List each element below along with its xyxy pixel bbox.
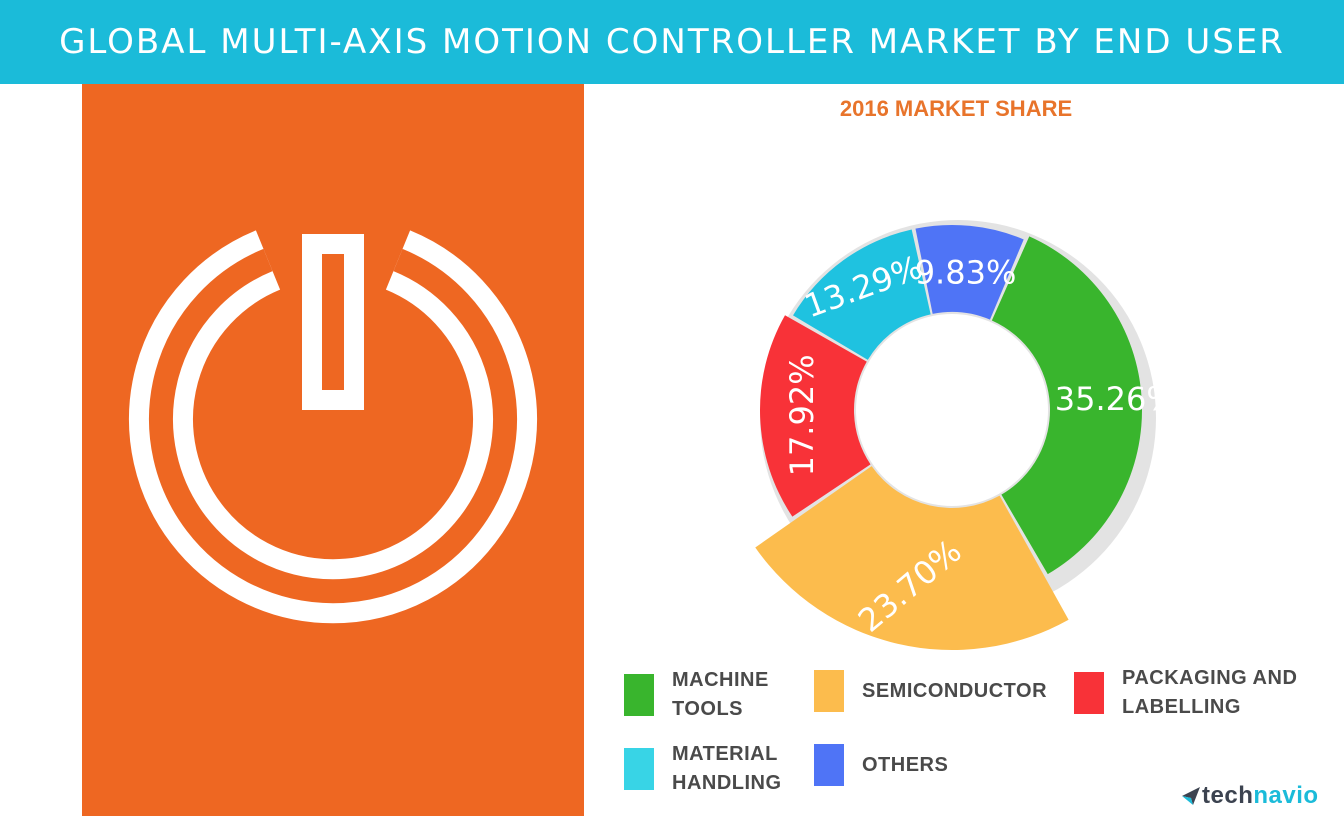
legend-label: PACKAGING AND LABELLING (1122, 667, 1298, 718)
power-icon-ring-inner (149, 248, 517, 604)
legend-swatch (814, 670, 844, 712)
legend-label: OTHERS (862, 753, 949, 776)
slice-packaging-and-labelling (760, 315, 871, 517)
legend-swatch (1074, 672, 1104, 714)
slice-material-handling (793, 229, 931, 360)
brand-text-b: navio (1253, 782, 1319, 809)
brand-text-a: tech (1202, 782, 1254, 809)
legend-label: MACHINE TOOLS (672, 669, 769, 720)
donut-chart: 35.26%23.70%17.92%13.29%9.83% (755, 220, 1177, 651)
legend-swatch (814, 744, 844, 786)
legend-item-semiconductor: SEMICONDUCTOR (814, 670, 1047, 712)
legend-item-machine-tools: MACHINE TOOLS (624, 666, 769, 724)
legend-label: SEMICONDUCTOR (862, 679, 1048, 702)
data-label: 17.92% (783, 354, 821, 476)
slice-others (915, 225, 1024, 320)
power-icon-bar-inner (322, 254, 344, 390)
technavio-arrow-icon (1182, 787, 1200, 805)
legend-swatch (624, 748, 654, 790)
slices-layer (755, 220, 1156, 651)
legend-item-others: OTHERS (814, 744, 948, 786)
legend-swatch (624, 674, 654, 716)
donut-hole (856, 314, 1048, 506)
legend-item-material-handling: MATERIAL HANDLING (624, 740, 782, 798)
legend-item-packaging-and-labelling: PACKAGING AND LABELLING (1074, 664, 1297, 722)
page-title: GLOBAL MULTI-AXIS MOTION CONTROLLER MARK… (59, 22, 1285, 62)
legend-label: MATERIAL HANDLING (672, 743, 782, 794)
technavio-logo: technavio (1180, 782, 1319, 810)
power-icon (129, 230, 537, 624)
decorative-panel (82, 84, 584, 816)
slice-semiconductor (755, 466, 1069, 651)
slice-machine-tools (991, 236, 1142, 575)
data-label: 9.83% (915, 254, 1017, 292)
data-label: 35.26% (1055, 380, 1177, 418)
chart-title: 2016 MARKET SHARE (839, 96, 1073, 121)
title-banner: GLOBAL MULTI-AXIS MOTION CONTROLLER MARK… (0, 0, 1344, 84)
brand-text: technavio (1202, 782, 1319, 810)
